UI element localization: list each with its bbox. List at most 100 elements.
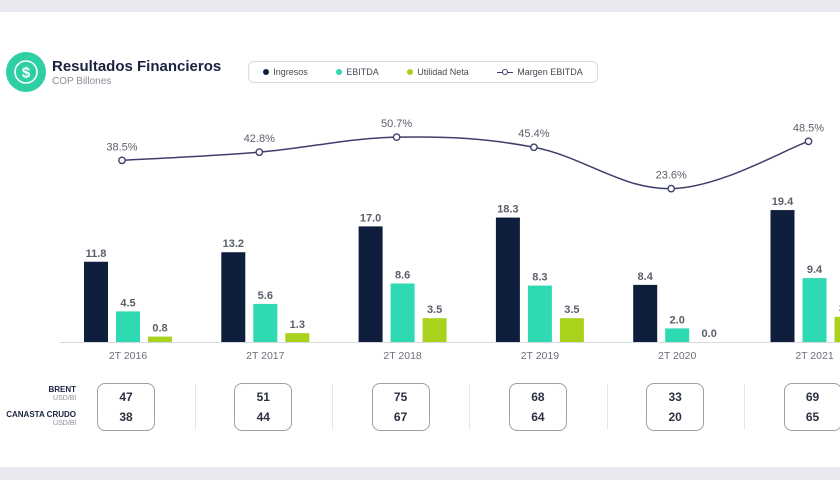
x-tick-label-0: 2T 2016 (109, 350, 147, 362)
canasta-value-3: 64 (531, 410, 545, 424)
bar-ingresos-1 (221, 252, 246, 342)
bar-ingresos-0 (84, 261, 108, 342)
chart-legend: Ingresos EBITDA Utilidad Neta Margen EBI… (248, 61, 598, 83)
bar-label-ingresos-4: 8.4 (638, 271, 654, 283)
margen-point-4 (667, 184, 676, 193)
bar-label-ebitda-2: 8.6 (395, 270, 410, 282)
bar-ebitda-3 (527, 285, 552, 342)
price-separator-4 (743, 384, 745, 430)
margen-point-3 (530, 143, 538, 152)
bar-label-ebitda-1: 5.6 (258, 290, 273, 302)
margen-point-1 (255, 148, 264, 157)
bar-utilidad-1 (285, 333, 310, 342)
canasta-label: CANASTA CRUDO USD/Bl (0, 410, 76, 428)
legend-item-ebitda: EBITDA (336, 67, 379, 77)
bar-label-utilidad-2: 3.5 (427, 304, 442, 316)
brent-value-3: 68 (531, 390, 545, 404)
chart-title: Resultados Financieros (52, 58, 222, 75)
canasta-label-text: CANASTA CRUDO (6, 410, 76, 419)
bar-ingresos-5 (770, 210, 795, 342)
svg-text:$: $ (22, 65, 31, 82)
brent-value-5: 69 (805, 390, 820, 404)
price-box-3: 68 64 (508, 383, 567, 431)
bar-ebitda-2 (390, 283, 415, 342)
bar-label-utilidad-3: 3.5 (564, 304, 579, 316)
bar-ingresos-3 (495, 217, 520, 342)
margen-label-2: 50.7% (381, 118, 412, 130)
legend-item-utilidad: Utilidad Neta (407, 67, 469, 77)
price-box-1: 51 44 (234, 383, 293, 431)
bar-label-utilidad-4: 0.0 (702, 328, 717, 340)
bar-label-ebitda-4: 2.0 (670, 314, 685, 326)
price-separator-1 (331, 384, 333, 430)
x-tick-label-1: 2T 2017 (246, 350, 284, 362)
bar-ebitda-5 (802, 278, 827, 342)
price-box-4: 33 20 (646, 383, 705, 431)
margen-point-5 (804, 137, 813, 146)
legend-swatch-ebitda (336, 69, 343, 75)
margen-label-5: 48.5% (793, 122, 824, 134)
margen-label-4: 23.6% (656, 170, 687, 182)
bar-label-utilidad-1: 1.3 (290, 319, 305, 331)
brent-value-1: 51 (256, 390, 270, 404)
legend-swatch-ingresos (263, 69, 270, 75)
x-tick-label-2: 2T 2018 (383, 350, 421, 362)
bar-label-utilidad-5: 3.7 (839, 303, 840, 315)
margen-point-2 (392, 133, 401, 142)
bar-utilidad-0 (148, 336, 172, 342)
canasta-value-5: 65 (805, 410, 820, 424)
legend-item-margen: Margen EBITDA (497, 67, 583, 77)
legend-label-margen: Margen EBITDA (517, 67, 583, 77)
brent-unit: USD/Bl (53, 395, 76, 402)
bar-ingresos-2 (358, 226, 383, 342)
brent-label: BRENT USD/Bl (0, 385, 76, 403)
canasta-value-2: 67 (393, 410, 408, 424)
bar-label-ingresos-3: 18.3 (497, 204, 518, 216)
bar-ingresos-4 (633, 284, 658, 342)
price-separator-2 (469, 384, 471, 430)
canasta-unit: USD/Bl (53, 420, 76, 427)
bar-label-ebitda-0: 4.5 (120, 297, 135, 309)
chart-card (0, 12, 840, 467)
brent-value-2: 75 (393, 390, 408, 404)
x-tick-label-5: 2T 2021 (795, 350, 833, 362)
brent-value-0: 47 (119, 390, 133, 404)
price-box-0: 47 38 (97, 383, 155, 431)
margen-label-1: 42.8% (244, 133, 275, 145)
canasta-value-1: 44 (256, 410, 270, 424)
canasta-value-4: 20 (668, 410, 682, 424)
bar-ebitda-1 (253, 303, 278, 342)
x-tick-label-4: 2T 2020 (658, 350, 696, 362)
legend-label-utilidad: Utilidad Neta (417, 67, 469, 77)
price-box-2: 75 67 (371, 383, 430, 431)
price-separator-0 (194, 384, 196, 430)
legend-swatch-utilidad (407, 69, 414, 75)
bar-utilidad-5 (834, 316, 840, 342)
margen-label-3: 45.4% (518, 128, 549, 140)
margen-ebitda-line (121, 136, 809, 190)
margen-point-0 (118, 156, 126, 165)
bar-label-ingresos-2: 17.0 (360, 212, 381, 224)
canasta-value-0: 38 (119, 410, 133, 424)
price-separator-3 (606, 384, 608, 430)
legend-item-ingresos: Ingresos (263, 67, 308, 77)
legend-label-ebitda: EBITDA (346, 67, 379, 77)
price-box-5: 69 65 (783, 383, 840, 431)
bar-label-ingresos-1: 13.2 (223, 238, 244, 250)
bar-utilidad-2 (422, 318, 447, 342)
chart-subtitle: COP Billones (52, 76, 112, 87)
bar-utilidad-3 (559, 318, 584, 342)
bar-ebitda-4 (665, 328, 690, 342)
dollar-logo-icon: $ (6, 52, 46, 92)
legend-label-ingresos: Ingresos (273, 67, 308, 77)
brent-value-4: 33 (668, 390, 682, 404)
bar-label-ingresos-0: 11.8 (86, 248, 107, 260)
margen-label-0: 38.5% (106, 141, 137, 153)
x-tick-label-3: 2T 2019 (521, 350, 559, 362)
bar-label-utilidad-0: 0.8 (152, 323, 167, 335)
bar-label-ingresos-5: 19.4 (772, 196, 794, 208)
bar-ebitda-0 (116, 311, 140, 342)
legend-swatch-margen (497, 68, 514, 76)
brent-label-text: BRENT (48, 385, 76, 394)
